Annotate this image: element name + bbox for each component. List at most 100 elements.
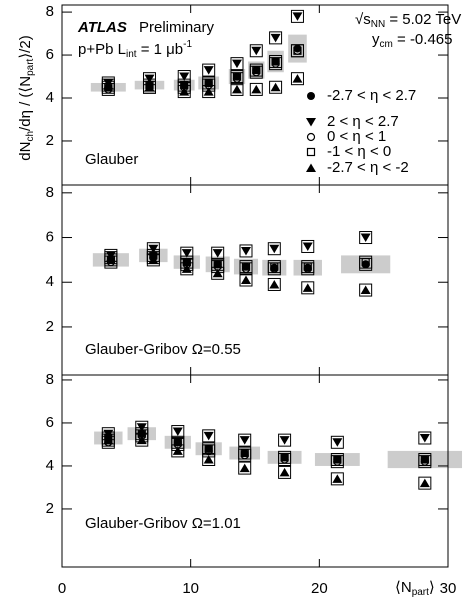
point-box [330,435,344,449]
panel-frame [61,374,449,568]
marker [292,74,303,83]
point-box [418,476,432,490]
y-axis-title-part: dN [17,142,34,161]
panel-label: Glauber [85,151,138,168]
y-tick-label: 8 [46,184,54,201]
marker [203,66,214,75]
energy-part: NN [371,19,385,30]
marker [360,233,371,243]
point-box [202,442,216,456]
point-box [290,9,304,23]
marker [419,478,430,488]
rapidity-part: cm [380,39,393,50]
marker [104,433,113,442]
marker [179,72,190,82]
marker [148,255,159,264]
marker [252,66,261,75]
marker [360,285,371,295]
marker [270,33,281,43]
point-box [278,450,292,464]
marker [303,263,312,272]
rapidity: ycm = -0.465 [372,31,452,50]
point-box [267,277,281,291]
marks [101,9,432,490]
marker [239,463,250,473]
marker [239,436,250,445]
panel-label: Glauber-Gribov Ω=0.55 [85,341,241,358]
y-axis-title-part: ⟩/2) [17,35,34,58]
y-tick-label: 4 [46,457,54,474]
y-tick-label: 4 [46,273,54,290]
point-box [238,461,252,475]
marker [332,438,343,447]
marker [306,163,316,172]
point-box [359,231,373,245]
point-box [330,452,344,466]
energy: √sNN = 5.02 TeV [355,11,461,30]
status: Preliminary [139,19,215,36]
marker [149,251,158,260]
point-box [230,57,244,71]
marker [361,260,370,269]
point-box [230,70,244,84]
point-box [301,239,315,253]
point-box [202,452,216,466]
marker [145,81,154,90]
marker [306,118,316,127]
energy-part: = 5.02 TeV [385,11,461,28]
y-tick-label: 2 [46,318,54,335]
point-box [202,429,216,443]
x-axis-title: ⟨Npart⟩ [395,579,435,598]
marker [332,474,343,483]
x-tick-label: 10 [182,580,199,597]
marker [106,255,115,264]
y-tick-label: 2 [46,132,54,149]
legend-label: 0 < η < 1 [327,128,386,145]
legend-label: 2 < η < 2.7 [327,113,399,130]
marker [181,249,192,258]
marker [179,87,190,96]
x-tick-label: 20 [311,580,328,597]
marker [203,454,214,464]
x-axis-title-part: ⟨N [395,579,412,596]
point-box [269,54,283,68]
point-box [239,260,253,274]
x-tick-label: 30 [440,580,457,597]
point-box [290,72,304,86]
point-box [418,452,432,466]
marker [180,81,189,90]
point-box [202,63,216,77]
x-axis-title-part: ⟩ [429,579,435,596]
marker [213,260,222,269]
y-tick-label: 2 [46,500,54,517]
marker [302,283,313,292]
marker [270,82,281,92]
y-tick-label: 4 [46,89,54,106]
point-box [359,283,373,297]
luminosity: p+Pb Lint = 1 μb-1 [78,39,192,60]
legend-label: -2.7 < η < -2 [327,159,409,176]
marker [241,262,250,271]
point-box [301,260,315,274]
point-box [269,31,283,45]
y-tick-label: 8 [46,3,54,20]
marker [173,438,182,447]
y-axis-title-part: /dη / (⟨N [17,76,34,131]
marker [251,46,262,56]
marker [279,436,290,445]
y-tick-label: 6 [46,228,54,245]
marker [269,244,280,254]
marker [203,87,214,96]
point-box [301,281,315,295]
marker [280,453,289,462]
brand: ATLAS [77,19,127,36]
marker [306,132,316,142]
y-tick-label: 8 [46,371,54,388]
marker [104,83,113,92]
point-box [269,80,283,94]
y-tick-label: 6 [46,414,54,431]
rapidity-part: y [372,31,380,48]
marker [307,92,315,100]
marker [292,12,303,21]
